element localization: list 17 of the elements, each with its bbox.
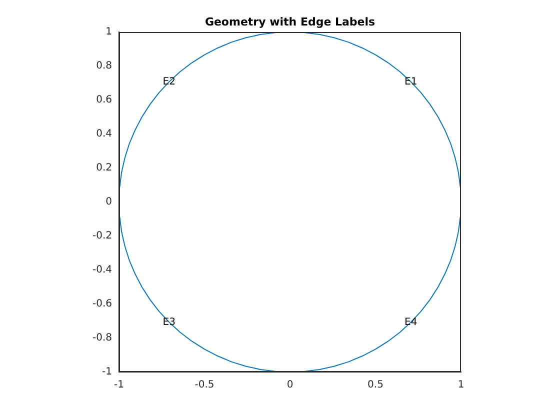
x-tick-label: -0.5	[194, 380, 214, 391]
y-tick-label: -0.6	[92, 298, 112, 310]
y-tick-label: -1	[102, 366, 112, 378]
y-tick-label: -0.2	[92, 230, 112, 242]
x-tick-label: 1	[458, 380, 464, 391]
y-tick-label: 0.2	[96, 162, 112, 174]
y-tick-label: 0.4	[96, 128, 112, 140]
x-tick-label: 0	[286, 380, 294, 391]
x-tick-label: -1	[114, 380, 124, 391]
y-tick-label: 0	[106, 196, 112, 208]
chart-title: Geometry with Edge Labels	[204, 15, 376, 28]
y-tick-label: 0.8	[96, 60, 112, 72]
y-tick-label: -0.4	[92, 264, 112, 276]
y-tick-label: -0.8	[92, 332, 112, 344]
y-tick-label: 0.6	[96, 94, 112, 106]
x-tick-label: 0.5	[368, 380, 384, 391]
y-tick-label: 1	[106, 26, 112, 38]
